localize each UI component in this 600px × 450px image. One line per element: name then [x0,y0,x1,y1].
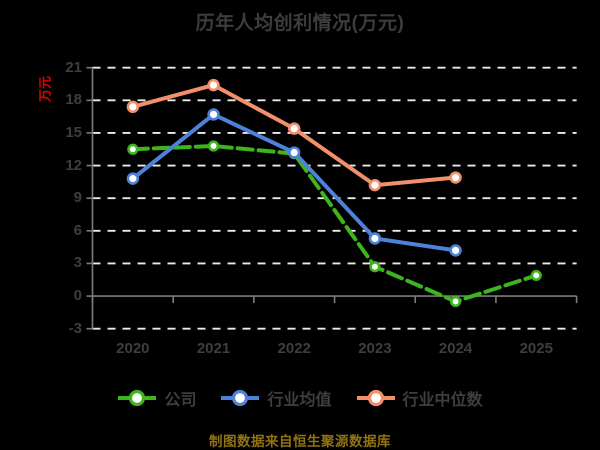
point-industry-mean-2020[interactable] [126,172,140,185]
x-tick-label-2020: 2020 [116,340,150,357]
point-industry-mean-2021[interactable] [207,108,220,121]
legend-label-industry-median: 行业中位数 [402,392,483,409]
point-company-2020[interactable] [127,143,139,155]
industry-mean-line-marker-icon [221,389,260,407]
point-company-2021[interactable] [207,140,220,152]
point-company-2023[interactable] [369,261,381,273]
y-tick-label-6: 6 [73,221,82,239]
point-company-2024[interactable] [449,295,462,308]
y-tick-label-15: 15 [65,123,82,141]
point-company-2025[interactable] [530,269,542,282]
point-industry-median-2022[interactable] [288,122,301,135]
x-tick-label-2025: 2025 [519,340,553,357]
y-tick-label-21: 21 [65,58,82,76]
legend-label-industry-mean: 行业均值 [267,392,332,409]
chart-title: 历年人均创利情况(万元) [195,13,405,34]
legend-item-industry-mean[interactable]: 行业均值 [220,386,332,410]
data-source-note: 制图数据来自恒生聚源数据库 [209,434,391,449]
industry-median-line-marker-icon [356,389,395,407]
y-tick-label-9: 9 [73,189,82,207]
x-tick-label-2023: 2023 [358,340,392,357]
point-industry-median-2023[interactable] [368,178,382,192]
legend: 公司 行业均值 行业中位数 [0,386,600,410]
y-tick-label-0: 0 [73,287,82,305]
point-industry-median-2024[interactable] [449,171,462,184]
legend-label-company: 公司 [164,392,197,409]
point-industry-mean-2022[interactable] [288,146,301,159]
x-tick-label-2024: 2024 [438,340,473,357]
legend-item-industry-median[interactable]: 行业中位数 [356,386,483,410]
series-line-company [130,144,539,304]
company-line-marker-icon [118,389,157,407]
point-industry-mean-2023[interactable] [368,232,382,245]
legend-item-company[interactable]: 公司 [117,386,196,410]
y-tick-label-18: 18 [65,91,82,109]
y-tick-label-12: 12 [65,156,82,174]
point-industry-median-2020[interactable] [126,100,140,114]
point-industry-mean-2024[interactable] [449,244,462,257]
x-tick-label-2022: 2022 [277,340,311,357]
y-tick-label-3: 3 [73,254,82,272]
point-industry-median-2021[interactable] [207,78,220,92]
x-tick-label-2021: 2021 [196,340,231,357]
y-tick-label--3: -3 [68,319,82,337]
